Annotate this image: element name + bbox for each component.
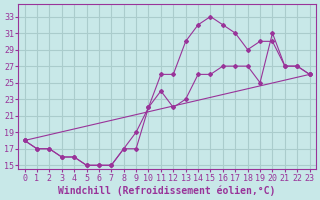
X-axis label: Windchill (Refroidissement éolien,°C): Windchill (Refroidissement éolien,°C) (58, 185, 276, 196)
